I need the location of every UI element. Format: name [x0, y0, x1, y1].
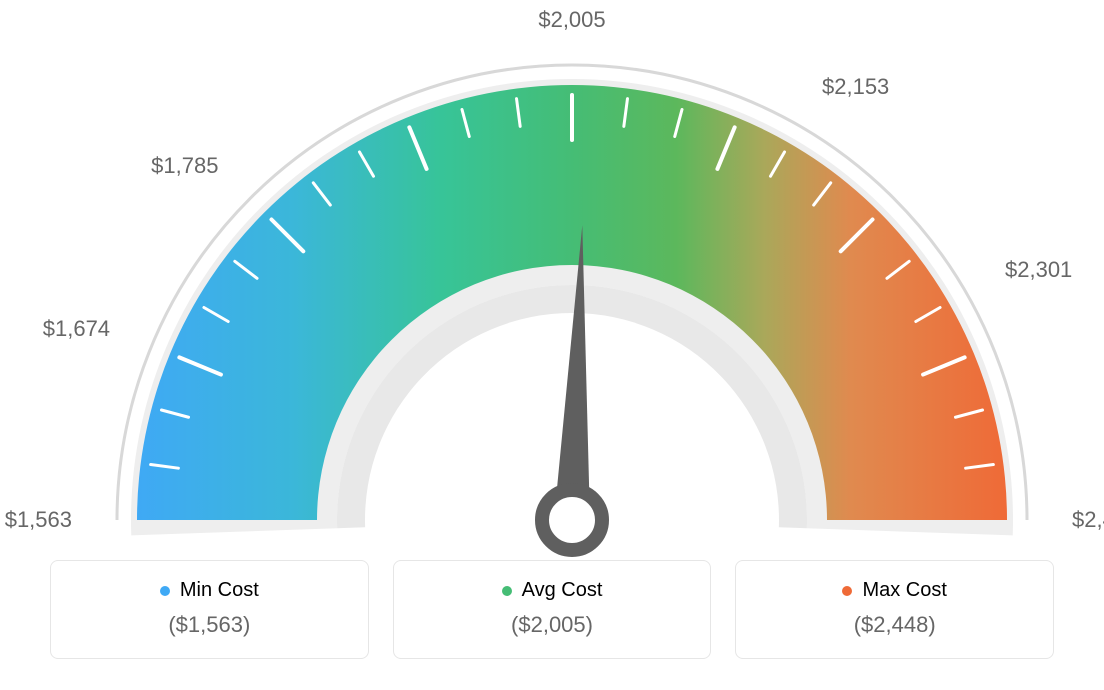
gauge-svg: [20, 20, 1104, 560]
tick-label: $1,674: [43, 316, 110, 342]
tick-label: $2,448: [1072, 507, 1104, 533]
legend-value-avg: ($2,005): [414, 612, 691, 638]
gauge-area: $1,563$1,674$1,785$2,005$2,153$2,301$2,4…: [20, 20, 1084, 560]
legend-card-max: Max Cost ($2,448): [735, 560, 1054, 659]
tick-label: $2,301: [1005, 257, 1072, 283]
legend-value-max: ($2,448): [756, 612, 1033, 638]
tick-label: $1,785: [151, 153, 218, 179]
legend-card-avg: Avg Cost ($2,005): [393, 560, 712, 659]
dot-avg: [502, 586, 512, 596]
legend-title-max: Max Cost: [862, 579, 946, 602]
dot-min: [160, 586, 170, 596]
cost-gauge-container: $1,563 $1,674 $1,785 $2,005 $2,153 $2,301 $2,4…: [0, 0, 1104, 690]
dot-max: [842, 586, 852, 596]
tick-label: $2,005: [538, 7, 605, 33]
tick-label: $2,153: [822, 74, 889, 100]
needle-pivot: [542, 490, 602, 550]
legend-card-min: Min Cost ($1,563): [50, 560, 369, 659]
legend-title-min: Min Cost: [180, 579, 259, 602]
legend-row: Min Cost ($1,563) Avg Cost ($2,005) Max …: [20, 560, 1084, 659]
legend-title-avg: Avg Cost: [522, 579, 603, 602]
legend-value-min: ($1,563): [71, 612, 348, 638]
tick-label: $1,563: [5, 507, 72, 533]
